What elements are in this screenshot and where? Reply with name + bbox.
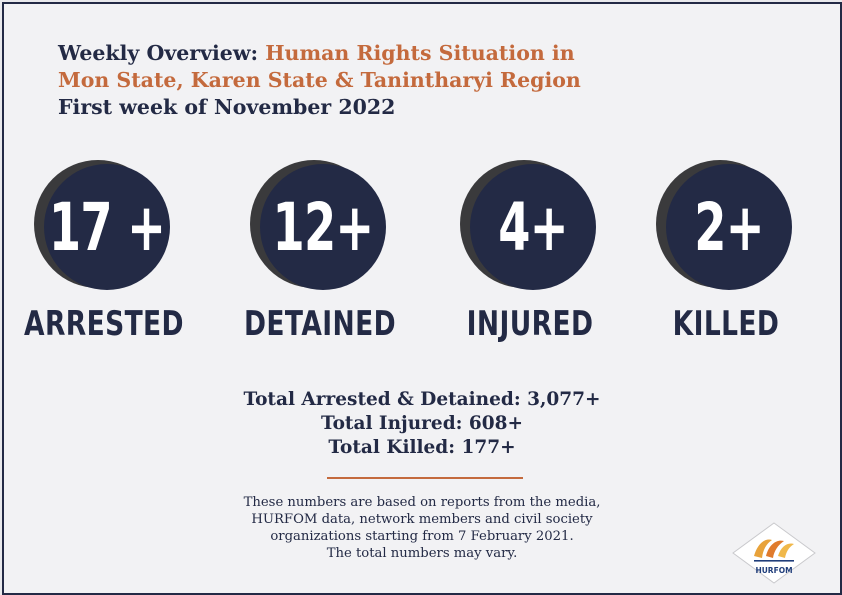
stat-circle [470, 164, 596, 290]
stat-value: 4+ [498, 188, 568, 266]
note-line-4: The total numbers may vary. [326, 546, 518, 561]
hurfom-logo-icon [732, 522, 816, 584]
total-killed: Total Killed: 177+ [328, 437, 516, 458]
stat-detained: 12+ DETAINED [244, 154, 450, 354]
total-injured: Total Injured: 608+ [320, 413, 524, 434]
note-line-2: HURFOM data, network members and civil s… [251, 512, 593, 527]
title-region-line-2: Mon State, Karen State & Tanintharyi Reg… [58, 68, 581, 92]
stat-circle [666, 164, 792, 290]
stat-value: 17 + [48, 188, 166, 266]
stat-label: INJURED [466, 304, 594, 344]
stat-value: 12+ [272, 188, 375, 266]
title-prefix: Weekly Overview: [58, 41, 259, 65]
totals-block: Total Arrested & Detained: 3,077+ Total … [4, 388, 840, 460]
stat-label: DETAINED [243, 304, 397, 344]
note-line-1: These numbers are based on reports from … [243, 495, 601, 510]
stat-circle [260, 164, 386, 290]
title-line-1: Weekly Overview: Human Rights Situation … [58, 40, 581, 67]
stat-label: ARRESTED [24, 304, 184, 344]
logo-text: HURFOM [755, 566, 793, 575]
title-region-line-1: Human Rights Situation in [265, 41, 575, 65]
total-arrested-detained: Total Arrested & Detained: 3,077+ [243, 389, 601, 410]
title-period: First week of November 2022 [58, 95, 396, 119]
note-line-3: organizations starting from 7 February 2… [270, 529, 574, 544]
divider-line [327, 477, 523, 479]
stat-arrested: 17 + ARRESTED [24, 154, 234, 354]
stat-injured: 4+ INJURED [460, 154, 660, 354]
stat-killed: 2+ KILLED [656, 154, 842, 354]
stat-circle [44, 164, 170, 290]
stat-label: KILLED [672, 304, 780, 344]
title-block: Weekly Overview: Human Rights Situation … [58, 40, 581, 121]
source-note: These numbers are based on reports from … [4, 494, 840, 562]
stat-value: 2+ [694, 188, 764, 266]
